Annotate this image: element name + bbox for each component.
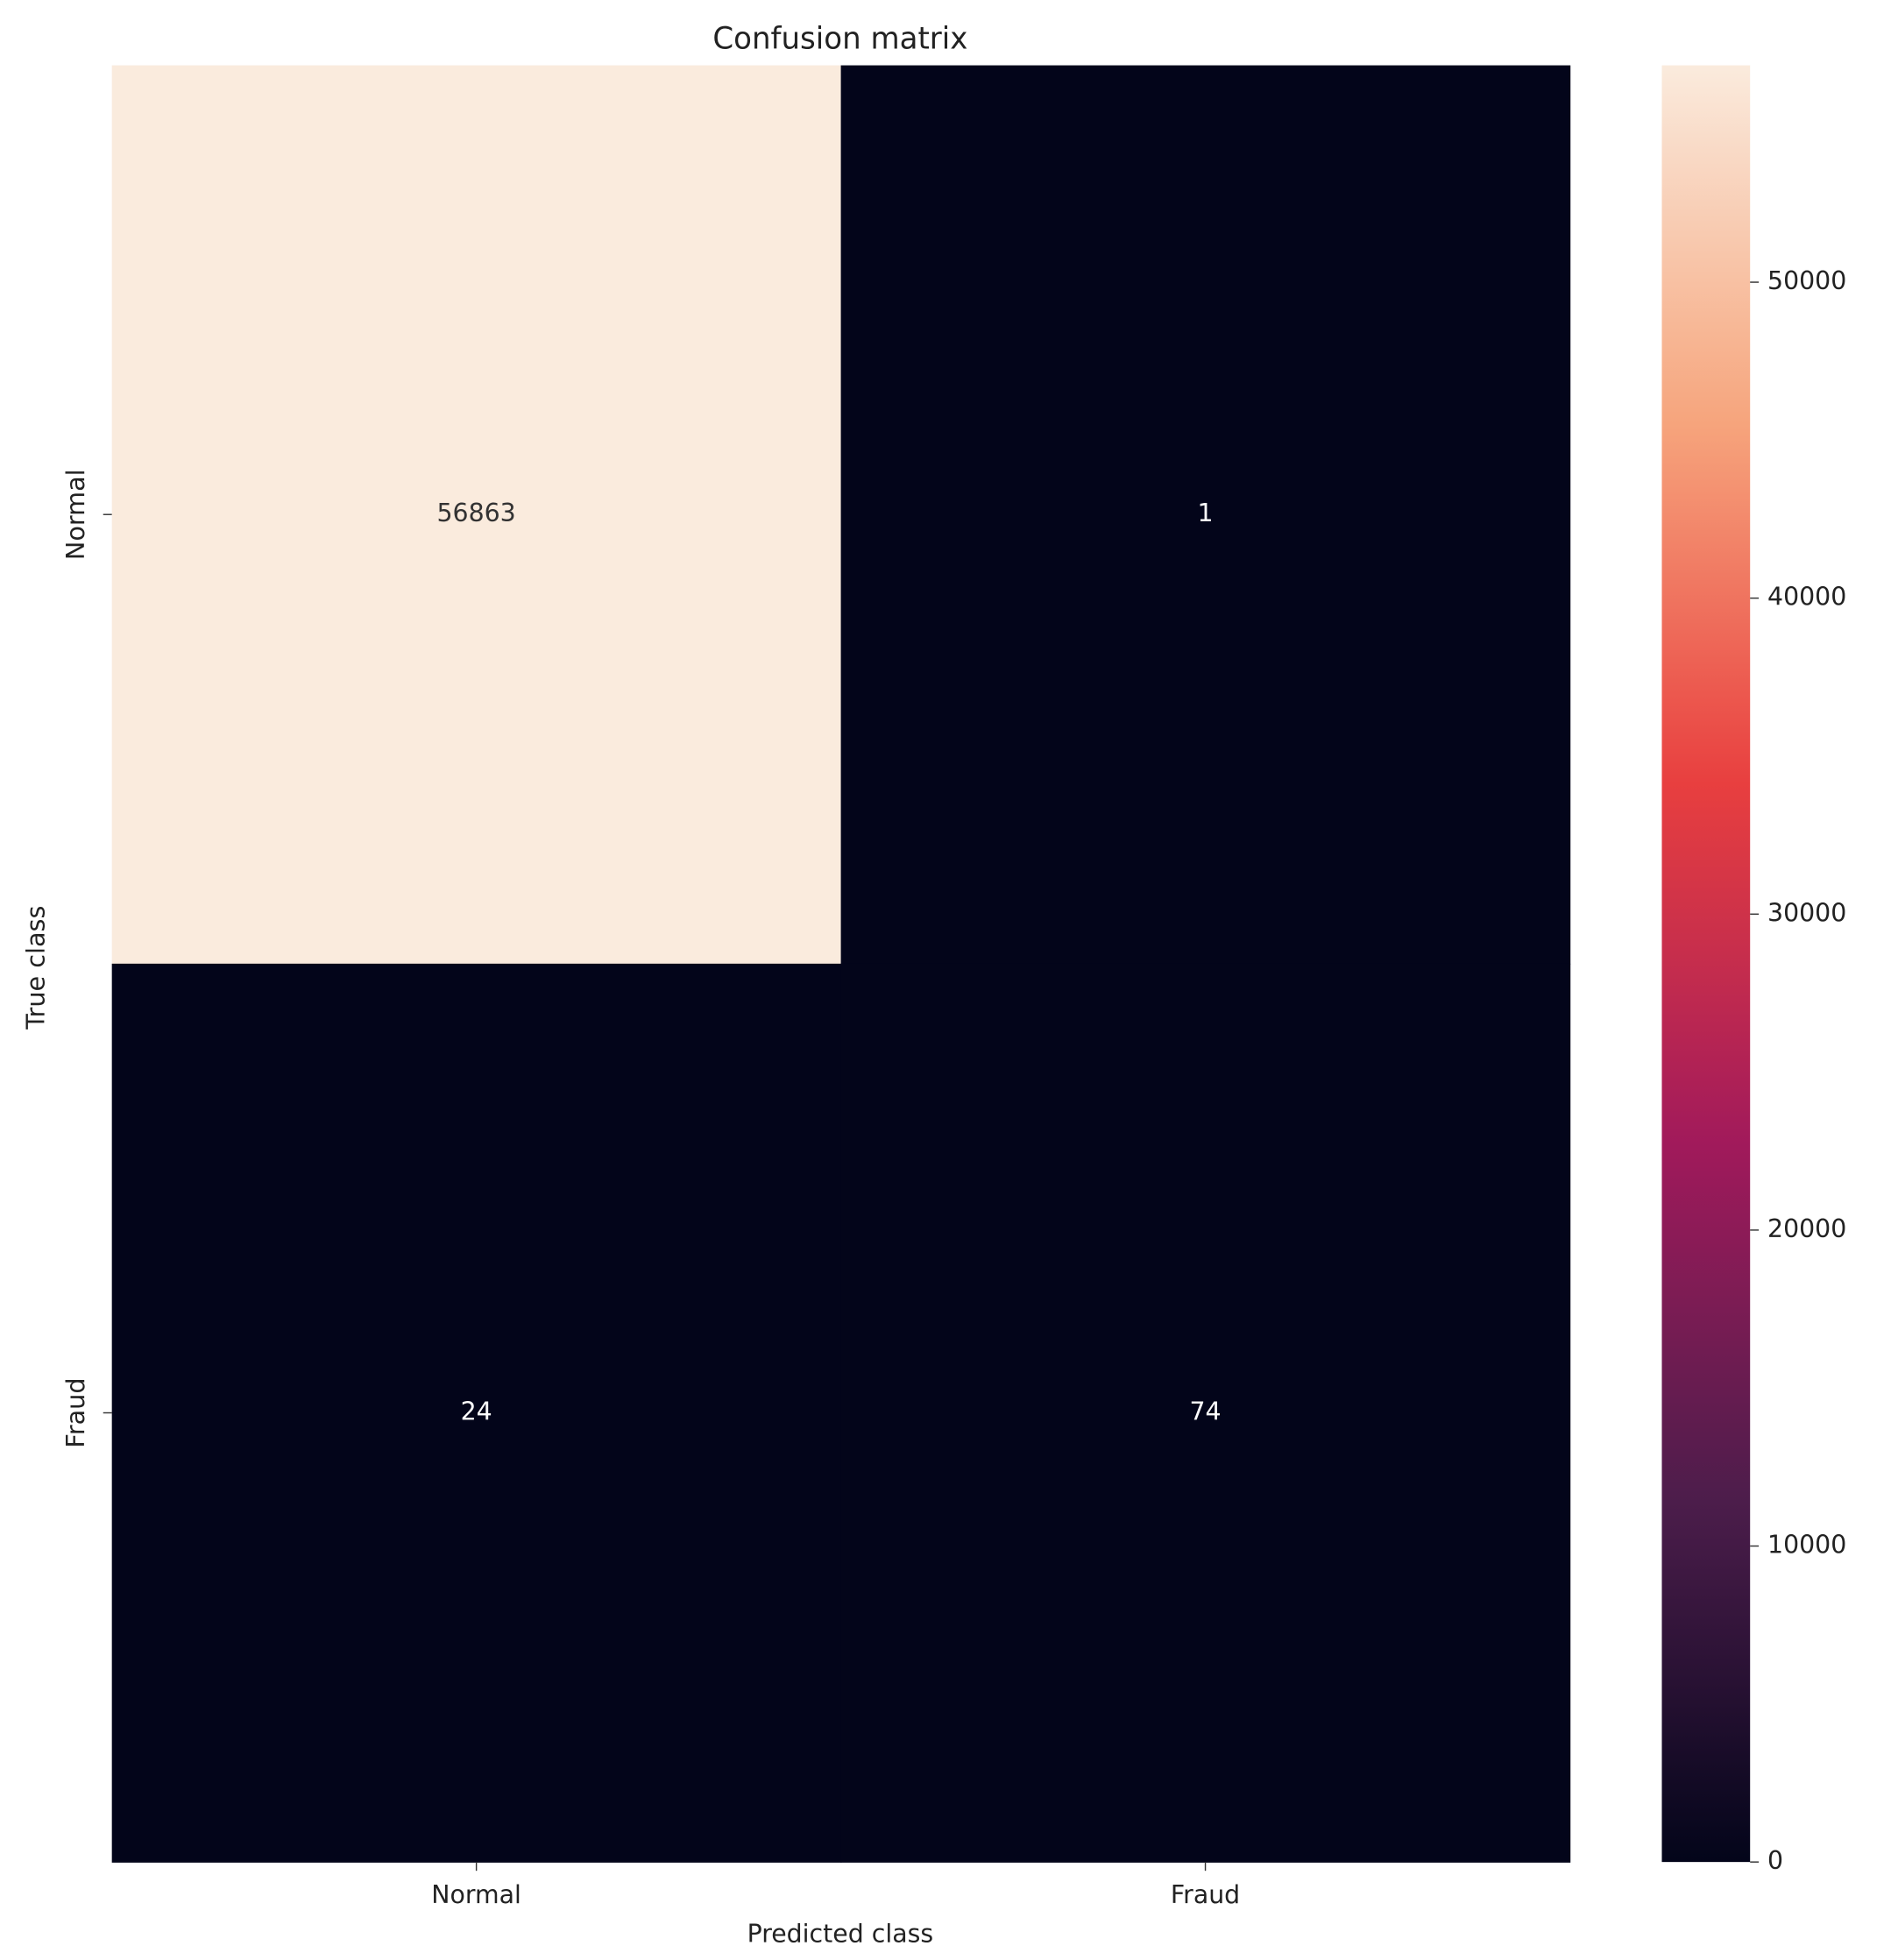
colorbar-tick-label: 40000 [1767, 583, 1846, 612]
cell-label: 74 [1190, 1397, 1222, 1426]
cell-label: 1 [1198, 499, 1214, 527]
colorbar-tick-label: 30000 [1767, 898, 1846, 927]
y-tick-label: Normal [61, 469, 90, 560]
heatmap-cell [111, 963, 842, 1863]
cell-label: 24 [461, 1397, 492, 1426]
cell-label: 56863 [437, 499, 516, 527]
x-axis-label: Predicted class [747, 1919, 934, 1948]
x-tick-label: Fraud [1171, 1880, 1240, 1909]
heatmap-cell [840, 963, 1571, 1863]
x-tick-label: Normal [431, 1880, 521, 1909]
y-tick-label: Fraud [61, 1377, 90, 1447]
colorbar-tick-label: 0 [1767, 1846, 1783, 1875]
heatmap-cell [840, 65, 1571, 965]
y-axis-label: True class [22, 906, 51, 1030]
chart-title: Confusion matrix [712, 21, 967, 56]
colorbar-tick-label: 20000 [1767, 1214, 1846, 1243]
heatmap-cell [111, 65, 842, 965]
colorbar-tick-label: 50000 [1767, 266, 1846, 295]
colorbar-tick-label: 10000 [1767, 1530, 1846, 1559]
colorbar [1661, 65, 1751, 1863]
